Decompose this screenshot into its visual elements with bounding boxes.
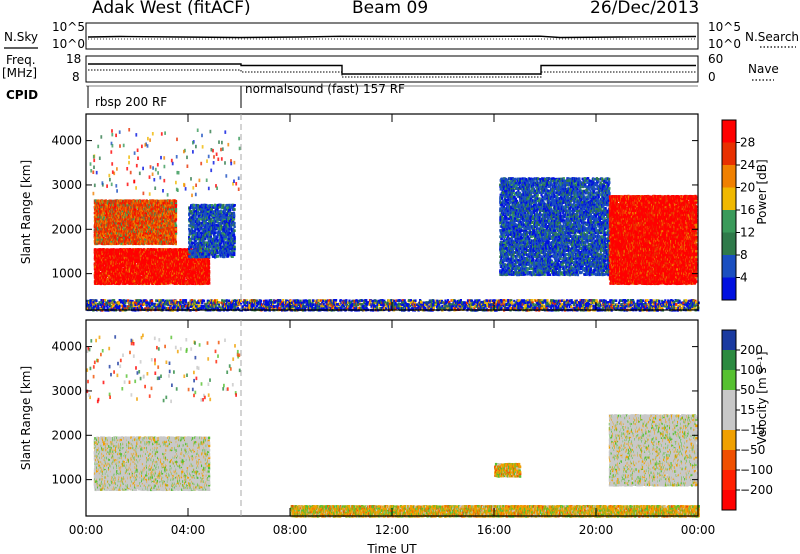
data-pixel — [208, 282, 210, 285]
data-pixel — [208, 260, 210, 263]
data-pixel — [208, 270, 210, 273]
data-pixel — [94, 248, 96, 251]
data-pixel — [208, 266, 210, 269]
power-panel — [86, 128, 700, 312]
nsky-line — [88, 36, 696, 37]
chart-canvas: 10002000300040001000200030004000 00:00 04… — [0, 0, 800, 554]
data-pixel — [208, 274, 210, 277]
data-pixel — [208, 263, 210, 266]
freq-panel — [86, 56, 698, 82]
